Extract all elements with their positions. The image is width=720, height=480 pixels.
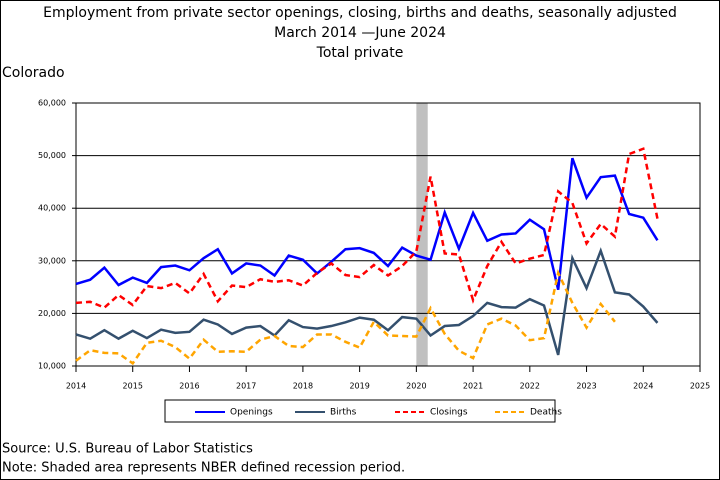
- x-tick-label: 2014: [66, 382, 86, 391]
- legend: [164, 399, 556, 423]
- recession-shade: [416, 103, 428, 366]
- series-line: [75, 269, 616, 366]
- x-tick-label: 2025: [690, 382, 710, 391]
- chart-title: Employment from private sector openings,…: [43, 5, 677, 21]
- x-tick-label: 2017: [236, 382, 256, 391]
- region-label: Colorado: [2, 65, 65, 81]
- x-tick-label: 2018: [293, 382, 313, 391]
- y-tick-label: 40,000: [38, 204, 66, 213]
- x-tick-label: 2024: [633, 382, 653, 391]
- x-tick-label: 2022: [520, 382, 540, 391]
- y-tick-label: 60,000: [38, 99, 66, 108]
- y-tick-label: 20,000: [38, 309, 66, 318]
- x-tick-label: 2021: [463, 382, 483, 391]
- legend-label: Births: [330, 408, 357, 418]
- y-tick-label: 10,000: [38, 362, 66, 371]
- series-line: [75, 247, 659, 356]
- plot-area: [75, 102, 701, 367]
- x-tick-label: 2016: [179, 382, 199, 391]
- note: Note: Shaded area represents NBER define…: [2, 461, 405, 476]
- source: Source: U.S. Bureau of Labor Statistics: [2, 442, 253, 457]
- series-line: [75, 147, 659, 310]
- x-tick-label: 2023: [576, 382, 596, 391]
- legend-label: Openings: [230, 408, 273, 418]
- series-line: [75, 157, 659, 291]
- y-tick-label: 50,000: [38, 151, 66, 160]
- x-tick-label: 2019: [349, 382, 369, 391]
- x-tick-label: 2020: [406, 382, 426, 391]
- y-tick-label: 30,000: [38, 256, 66, 265]
- chart-subtitle: Total private: [316, 45, 404, 61]
- legend-label: Deaths: [530, 408, 562, 418]
- legend-label: Closings: [430, 408, 468, 418]
- chart-subtitle: March 2014 —June 2024: [274, 25, 446, 41]
- x-tick-label: 2015: [123, 382, 143, 391]
